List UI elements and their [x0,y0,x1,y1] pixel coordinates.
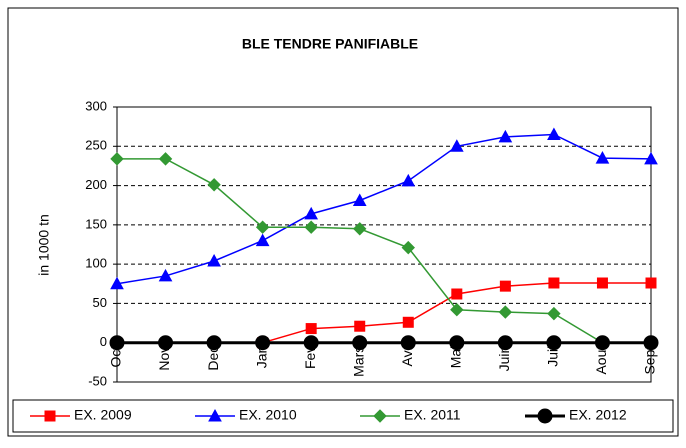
marker [546,335,562,351]
marker [645,277,657,289]
y-tick-label: 100 [85,256,107,271]
x-tick-label: Aout [593,346,609,375]
marker [352,335,368,351]
marker [303,335,319,351]
marker [548,277,560,289]
marker [255,335,271,351]
legend-marker [537,408,553,424]
marker [304,206,319,220]
marker [352,193,367,206]
y-tick-label: 150 [85,216,107,231]
marker [547,127,561,140]
marker [206,335,222,351]
marker [450,303,464,317]
x-tick-label: Mai [448,346,464,369]
marker [451,288,463,300]
y-tick-label: 300 [85,98,107,113]
chart-title: BLE TENDRE PANIFIABLE [242,36,418,52]
x-tick-label: Fev [302,346,318,369]
series-line [116,133,652,285]
marker [400,335,416,351]
marker [643,335,659,351]
y-tick-label: 250 [85,138,107,153]
marker [207,178,221,192]
plot-area [116,106,652,383]
x-tick-label: Nov [156,346,172,371]
marker [498,129,513,143]
marker [110,276,124,290]
x-tick-label: Avr [399,345,415,366]
marker [547,306,561,321]
y-tick-label: 200 [85,177,107,192]
marker [401,240,415,255]
legend-marker [373,409,387,423]
y-tick-label: -50 [88,373,107,388]
marker [158,152,173,166]
x-tick-label: Mars [350,346,366,377]
marker [401,173,416,187]
legend-label: EX. 2009 [74,407,132,423]
marker [594,335,610,351]
marker [596,277,608,289]
y-axis-label: in 1000 tn [36,214,52,276]
marker [449,139,464,152]
x-tick-label: Oct [108,346,124,368]
marker [497,335,513,351]
marker [644,151,658,165]
marker [354,320,366,332]
marker [207,253,221,267]
legend-marker [208,408,222,422]
x-tick-label: Juin [496,346,512,372]
x-tick-label: Dec [205,346,221,371]
marker [255,233,270,247]
legend-label: EX. 2012 [569,407,627,423]
marker [158,268,173,282]
marker [304,220,318,234]
x-tick-label: Jan [253,346,269,369]
marker [110,152,124,166]
marker [449,335,465,351]
y-tick-label: 0 [100,334,107,349]
marker [402,316,414,328]
marker [499,280,511,292]
marker [353,222,367,236]
marker [498,305,513,319]
x-tick-label: Juil [545,346,561,367]
y-tick-label: 50 [93,295,107,310]
marker [595,151,610,164]
x-tick-label: Sept [642,346,658,375]
marker [109,335,125,351]
marker [158,335,174,351]
marker [255,220,270,234]
legend-label: EX. 2010 [239,407,297,423]
marker [305,323,317,335]
legend-label: EX. 2011 [404,407,461,423]
legend-marker [44,410,56,422]
